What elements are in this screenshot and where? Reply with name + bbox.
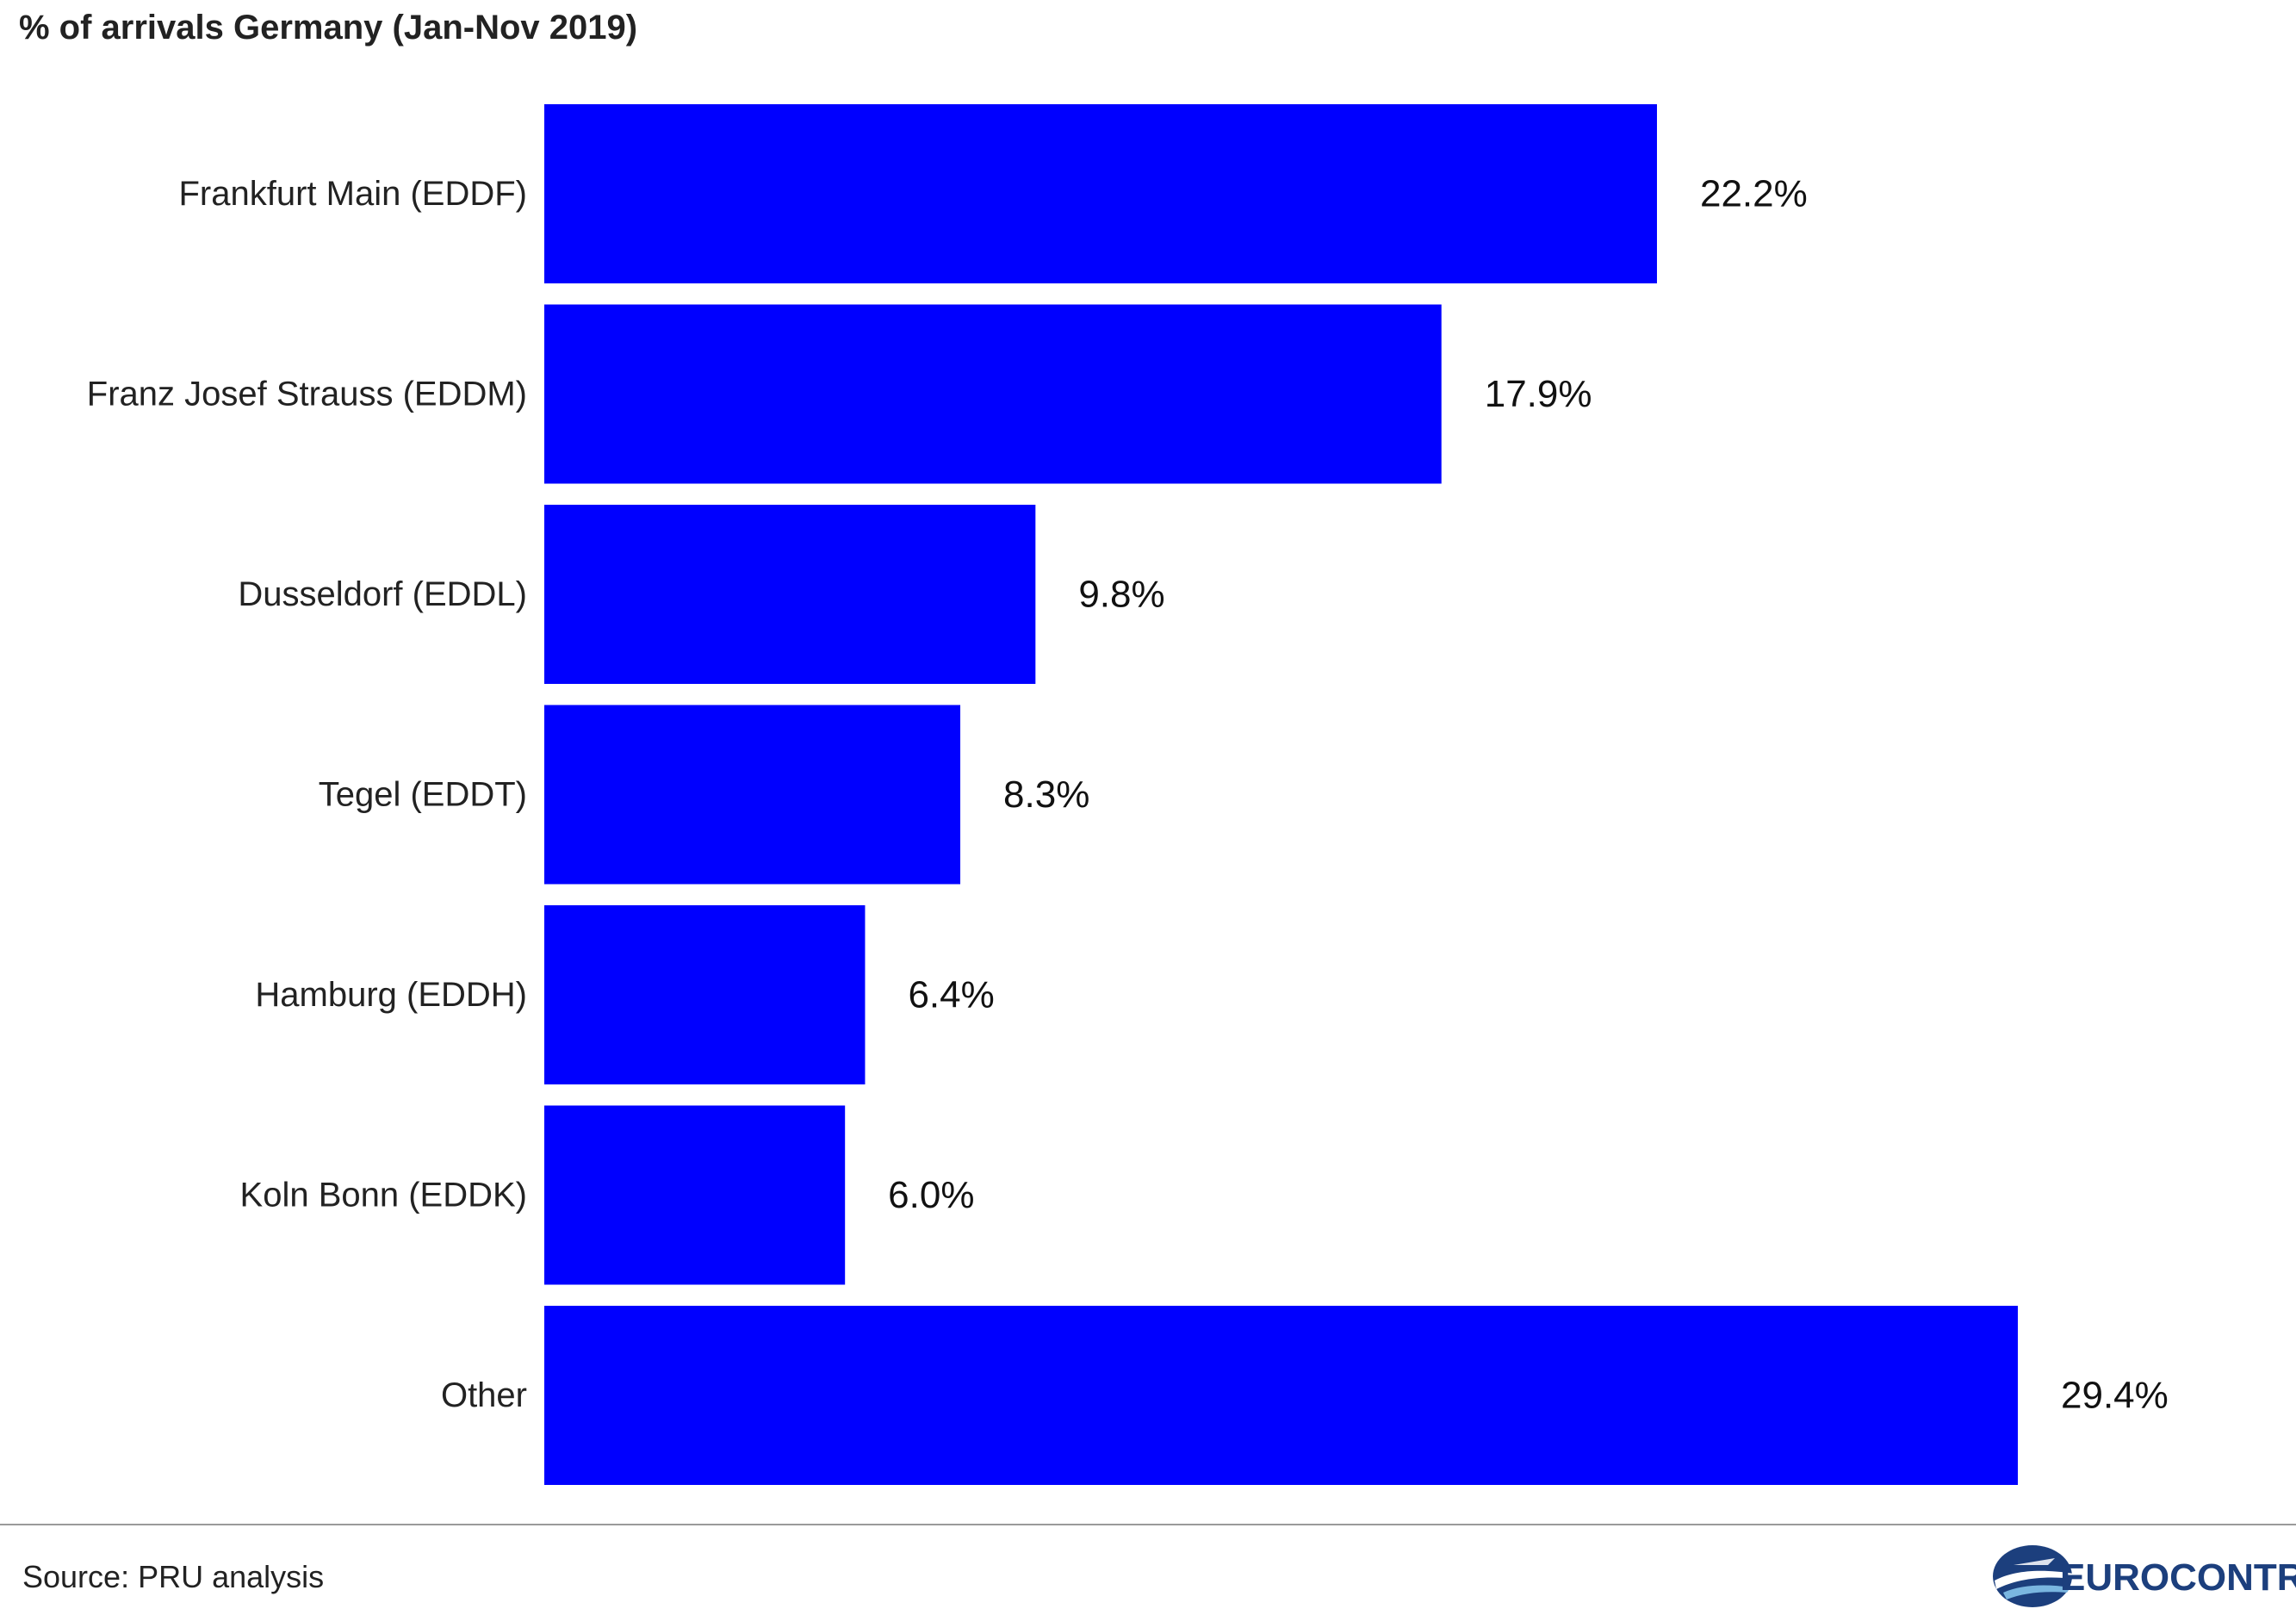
chart-title: % of arrivals Germany (Jan-Nov 2019) [19,9,638,47]
eurocontrol-logo: EUROCONTROL [1981,1537,2296,1615]
source-note: Source: PRU analysis [22,1559,325,1594]
category-label: Dusseldorf (EDDL) [238,575,527,613]
eurocontrol-wordmark: EUROCONTROL [2060,1556,2296,1599]
bar [544,104,1657,283]
bar [544,705,961,885]
bar [544,304,1442,484]
value-label: 29.4% [2061,1375,2169,1417]
category-label: Frankfurt Main (EDDF) [179,175,528,213]
bar [544,905,866,1084]
bars-layer [544,104,2018,1485]
value-label: 8.3% [1003,773,1089,816]
value-label: 22.2% [1700,173,1808,215]
value-label: 6.4% [908,974,994,1016]
value-label: 9.8% [1078,574,1164,616]
bar [544,505,1036,684]
bar [544,1306,2018,1485]
category-label: Koln Bonn (EDDK) [240,1177,527,1214]
bar-chart: Frankfurt Main (EDDF) Franz Josef Strauss… [87,104,2169,1485]
value-label: 6.0% [888,1174,974,1216]
category-label: Hamburg (EDDH) [255,976,527,1014]
category-label: Other [441,1376,527,1414]
category-label: Franz Josef Strauss (EDDM) [87,376,527,413]
footer-divider [0,1524,2296,1525]
category-labels-layer: Frankfurt Main (EDDF) Franz Josef Strauss… [87,175,527,1414]
eurocontrol-emblem-icon [1993,1545,2074,1607]
bar [544,1105,846,1285]
value-labels-layer: 22.2% 17.9% 9.8% 8.3% 6.4% 6.0% 29.4% [888,173,2169,1417]
value-label: 17.9% [1485,373,1592,415]
category-label: Tegel (EDDT) [319,776,527,814]
